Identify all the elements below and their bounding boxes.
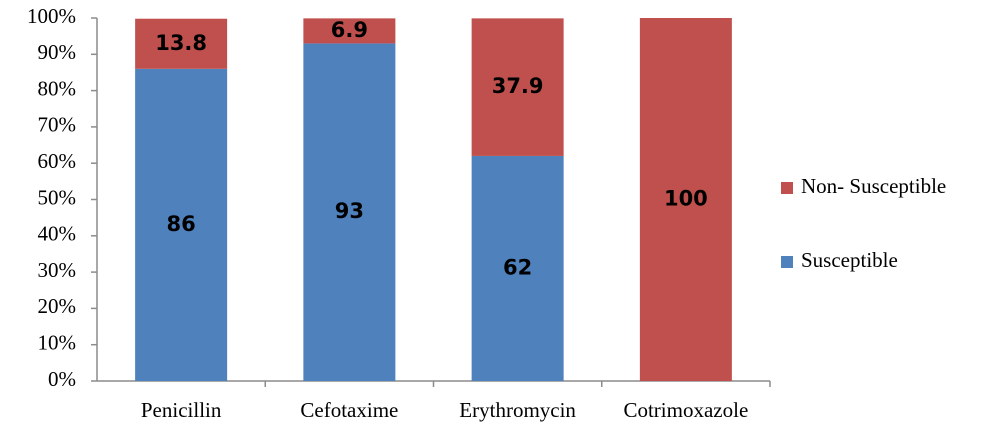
y-tick-label: 80% <box>38 76 77 100</box>
x-tick-label: Cotrimoxazole <box>623 398 748 422</box>
y-tick-label: 0% <box>48 367 76 391</box>
bar-segment <box>135 68 228 381</box>
x-tick-label: Cefotaxime <box>300 398 398 422</box>
bar-segment <box>471 18 564 156</box>
y-tick-label: 100% <box>27 4 76 28</box>
y-tick-label: 70% <box>38 113 77 137</box>
bar-segment <box>471 155 564 381</box>
y-tick-label: 90% <box>38 40 77 64</box>
y-tick-label: 60% <box>38 149 77 173</box>
x-tick-label: Erythromycin <box>459 398 576 422</box>
data-label: 37.9 <box>492 74 544 98</box>
bar-segment <box>135 18 228 69</box>
y-tick-label: 50% <box>38 185 77 209</box>
legend-label: Susceptible <box>801 248 898 272</box>
data-label: 93 <box>335 199 364 223</box>
data-label: 100 <box>664 187 708 211</box>
data-label: 86 <box>167 212 196 236</box>
legend-label: Non- Susceptible <box>801 174 946 198</box>
bar-segment <box>303 43 396 381</box>
x-tick-label: Penicillin <box>141 398 222 422</box>
bar-segment <box>639 18 732 381</box>
bar-segment <box>303 18 396 44</box>
data-label: 6.9 <box>331 18 368 42</box>
y-tick-label: 40% <box>38 222 77 246</box>
y-tick-label: 10% <box>38 331 77 355</box>
y-tick-label: 20% <box>38 294 77 318</box>
legend-swatch <box>781 182 793 194</box>
legend-swatch <box>781 256 793 268</box>
y-tick-label: 30% <box>38 258 77 282</box>
data-label: 13.8 <box>155 31 207 55</box>
data-label: 62 <box>503 255 532 279</box>
